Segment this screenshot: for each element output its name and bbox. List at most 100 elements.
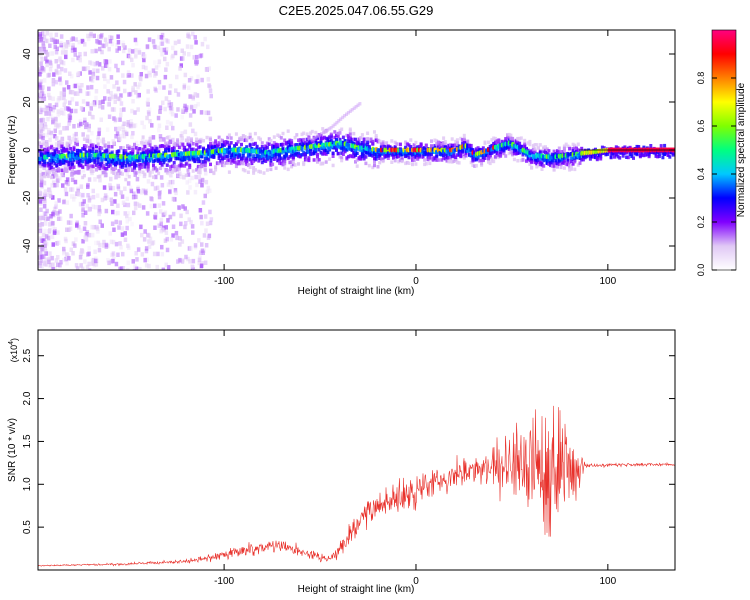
heatmap-cell: [562, 156, 566, 160]
heatmap-cell: [184, 173, 188, 178]
heatmap-cell: [253, 141, 257, 146]
heatmap-cell: [135, 201, 140, 207]
heatmap-cell: [67, 42, 71, 47]
heatmap-cell: [110, 151, 114, 155]
heatmap-cell: [637, 145, 641, 149]
heatmap-cell: [183, 129, 188, 135]
heatmap-cell: [127, 163, 131, 167]
heatmap-cell: [291, 160, 295, 164]
heatmap-cell: [196, 170, 200, 174]
heatmap-cell: [417, 153, 421, 157]
heatmap-cell: [255, 153, 259, 157]
heatmap-cell: [112, 167, 116, 171]
heatmap-cell: [53, 116, 57, 121]
heatmap-cell: [119, 267, 124, 270]
heatmap-cell: [236, 161, 240, 166]
heatmap-cell: [70, 97, 75, 102]
heatmap-cell: [302, 131, 306, 135]
heatmap-cell: [269, 159, 273, 163]
heatmap-cell: [102, 185, 107, 190]
heatmap-cell: [71, 241, 76, 246]
heatmap-cell: [96, 164, 100, 169]
heatmap-cell: [40, 246, 44, 251]
heatmap-cell: [378, 139, 382, 144]
heatmap-cell: [222, 156, 226, 160]
heatmap-cell: [107, 67, 112, 72]
heatmap-cell: [288, 140, 292, 144]
heatmap-cell: [654, 154, 658, 158]
heatmap-cell: [493, 140, 497, 145]
heatmap-cell: [265, 150, 269, 155]
heatmap-cell: [335, 133, 338, 138]
heatmap-cell: [148, 143, 152, 147]
heatmap-cell: [61, 45, 66, 50]
heatmap-cell: [438, 144, 442, 148]
heatmap-cell: [360, 152, 364, 156]
heatmap-cell: [272, 153, 276, 158]
heatmap-cell: [52, 171, 56, 177]
heatmap-cell: [77, 149, 81, 153]
heatmap-cell: [150, 169, 154, 174]
heatmap-cell: [67, 117, 72, 123]
heatmap-cell: [117, 225, 121, 230]
heatmap-cell: [82, 145, 86, 150]
heatmap-cell: [106, 102, 111, 107]
heatmap-cell: [98, 146, 102, 150]
heatmap-cell: [147, 233, 151, 238]
heatmap-cell: [224, 161, 228, 165]
heatmap-cell: [328, 157, 332, 161]
heatmap-cell: [184, 221, 188, 226]
heatmap-cell: [116, 67, 120, 73]
heatmap-cell: [618, 156, 622, 160]
heatmap-cell: [157, 190, 162, 196]
heatmap-cell: [116, 252, 120, 257]
heatmap-cell: [42, 196, 47, 201]
heatmap-cell: [327, 127, 331, 131]
heatmap-cell: [51, 267, 55, 270]
heatmap-cell: [117, 169, 121, 173]
heatmap-cell: [131, 152, 135, 156]
heatmap-cell: [288, 160, 292, 165]
heatmap-cell: [136, 247, 141, 252]
heatmap-cell: [506, 140, 509, 145]
heatmap-cell: [376, 165, 380, 169]
heatmap-cell: [314, 135, 318, 140]
heatmap-cell: [99, 117, 103, 122]
heatmap-cell: [87, 91, 91, 96]
heatmap-cell: [48, 103, 52, 108]
heatmap-cell: [224, 140, 228, 144]
heatmap-cell: [64, 49, 68, 55]
heatmap-cell: [81, 168, 86, 173]
heatmap-cell: [70, 150, 74, 154]
heatmap-cell: [473, 164, 477, 168]
heatmap-cell: [117, 126, 122, 131]
heatmap-cell: [94, 262, 99, 267]
heatmap-cell: [321, 161, 325, 166]
heatmap-cell: [96, 153, 100, 157]
heatmap-cell: [53, 227, 57, 232]
heatmap-cell: [195, 143, 199, 147]
heatmap-cell: [360, 141, 364, 145]
heatmap-cell: [397, 159, 401, 164]
x-tick-label: 100: [600, 276, 617, 287]
heatmap-cell: [203, 163, 207, 168]
heatmap-cell: [616, 154, 620, 159]
heatmap-cell: [38, 228, 43, 233]
heatmap-cell: [215, 161, 219, 165]
heatmap-cell: [56, 112, 60, 118]
heatmap-cell: [107, 144, 111, 149]
heatmap-cell: [77, 159, 81, 163]
heatmap-cell: [51, 211, 55, 217]
heatmap-cell: [196, 74, 200, 79]
heatmap-cell: [476, 146, 480, 150]
heatmap-cell: [150, 157, 154, 161]
heatmap-cell: [340, 144, 344, 148]
heatmap-cell: [240, 137, 243, 142]
heatmap-cell: [229, 153, 233, 157]
heatmap-cell: [62, 111, 66, 116]
heatmap-cell: [43, 228, 47, 234]
heatmap-cell: [136, 152, 140, 156]
heatmap-cell: [623, 145, 627, 149]
heatmap-cell: [122, 157, 126, 161]
heatmap-cell: [54, 50, 59, 55]
